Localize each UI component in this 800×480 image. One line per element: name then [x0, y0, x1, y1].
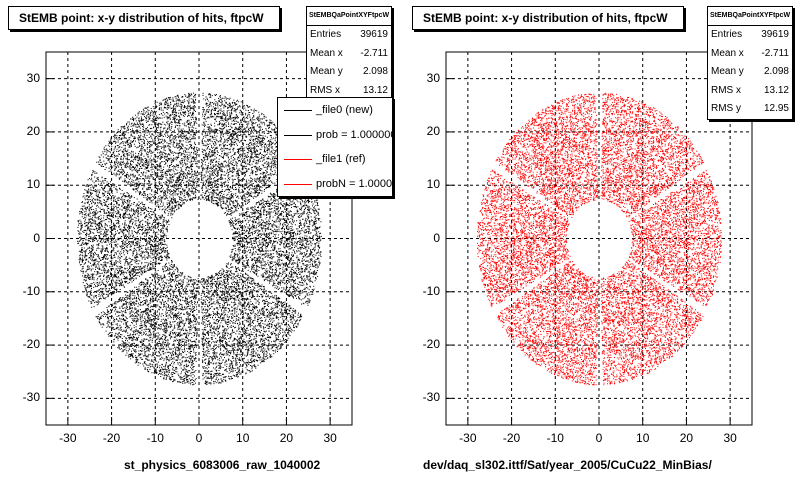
legend-entry-probn: probN = 1.000000: [278, 172, 392, 197]
y-tick-label: -30: [22, 390, 40, 405]
legend-line-prob: [284, 134, 312, 136]
x-tick-label: 20: [679, 431, 694, 445]
right-stats-name: StEMBQaPointXYFtpcW: [708, 7, 792, 26]
x-tick-label: 0: [595, 431, 603, 445]
left-axis-ticks: [46, 78, 331, 425]
right-stats-box: StEMBQaPointXYFtpcW Entries 39619 Mean x-…: [707, 6, 793, 120]
y-tick-label: 30: [426, 70, 440, 85]
right-plot-title: StEMB point: x-y distribution of hits, f…: [412, 6, 684, 30]
x-tick-label: 20: [279, 431, 294, 445]
y-tick-label: 30: [26, 70, 40, 85]
x-tick-label: -20: [502, 431, 521, 445]
x-tick-label: -10: [146, 431, 164, 445]
x-tick-label: -20: [102, 431, 121, 445]
x-tick-label: 10: [636, 431, 650, 445]
y-tick-label: -10: [22, 283, 40, 298]
x-tick-label: 30: [323, 431, 337, 445]
legend-line-probn: [284, 183, 312, 185]
x-tick-label: -30: [59, 431, 77, 445]
left-stats-box: StEMBQaPointXYFtpcW Entries 39619 Mean x-…: [306, 6, 392, 108]
legend-line-file1: [284, 159, 312, 160]
x-tick-label: -10: [546, 431, 564, 445]
left-stats-rms-x: RMS x 13.12: [310, 84, 388, 96]
right-stats-mean-x: Mean x -2.711: [711, 47, 789, 59]
x-tick-label: 30: [723, 431, 737, 445]
right-stats-entries: Entries 39619: [711, 29, 789, 40]
y-tick-label: 10: [26, 177, 40, 192]
right-data-points: [477, 92, 723, 386]
y-tick-label: -10: [422, 283, 440, 298]
y-tick-label: 0: [33, 230, 40, 245]
right-plot: [445, 51, 753, 426]
legend-entry-prob: prob = 1.000000: [278, 123, 392, 148]
legend-line-file0: [284, 110, 312, 111]
y-tick-label: -20: [22, 337, 40, 352]
right-stats-rms-y: RMS y 12.95: [711, 103, 789, 114]
y-tick-label: 0: [433, 230, 440, 245]
y-tick-label: 20: [26, 123, 40, 138]
legend-entry-file1: _file1 (ref): [278, 147, 392, 172]
right-axis-ticks: [446, 78, 731, 425]
scatter-points: [477, 92, 723, 386]
left-stats-entries: Entries 39619: [310, 29, 388, 40]
left-stats-name: StEMBQaPointXYFtpcW: [307, 7, 391, 26]
left-plot-title: StEMB point: x-y distribution of hits, f…: [8, 6, 280, 30]
left-footer-label: st_physics_6083006_raw_1040002: [124, 458, 321, 472]
legend: _file0 (new) prob = 1.000000 _file1 (ref…: [277, 97, 393, 197]
y-tick-label: 20: [426, 123, 440, 138]
y-tick-label: -30: [422, 390, 440, 405]
y-tick-label: 10: [426, 177, 440, 192]
x-tick-label: -30: [459, 431, 477, 445]
right-stats-mean-y: Mean y 2.098: [711, 66, 789, 77]
x-tick-label: 10: [236, 431, 250, 445]
x-tick-label: 0: [195, 431, 203, 445]
legend-entry-file0: _file0 (new): [278, 98, 392, 123]
left-stats-mean-y: Mean y 2.098: [310, 66, 388, 77]
right-footer-label: dev/daq_sl302.ittf/Sat/year_2005/CuCu22_…: [423, 458, 712, 472]
y-tick-label: -20: [422, 337, 440, 352]
right-stats-rms-x: RMS x 13.12: [711, 84, 789, 96]
left-stats-mean-x: Mean x -2.711: [310, 47, 388, 59]
